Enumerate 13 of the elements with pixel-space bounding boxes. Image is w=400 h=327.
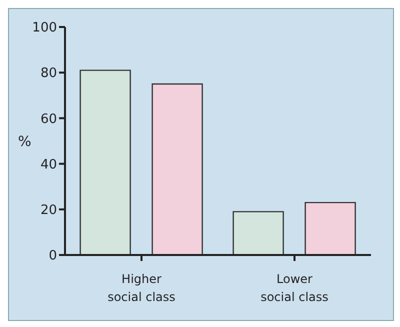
- bar: [304, 202, 356, 255]
- x-tick-label: Lower social class: [260, 272, 328, 304]
- y-tick-label: 40: [40, 157, 57, 172]
- y-tick-label: 100: [32, 20, 57, 36]
- y-axis-title: %: [18, 134, 32, 150]
- x-tick-label: Higher social class: [108, 272, 176, 304]
- y-tick-label: 0: [48, 248, 57, 264]
- y-tick-label: 20: [40, 203, 57, 218]
- bar: [232, 211, 284, 255]
- bar: [80, 70, 131, 255]
- bar: [152, 83, 203, 255]
- y-tick-label: 60: [40, 112, 57, 127]
- y-tick-label: 80: [40, 66, 57, 82]
